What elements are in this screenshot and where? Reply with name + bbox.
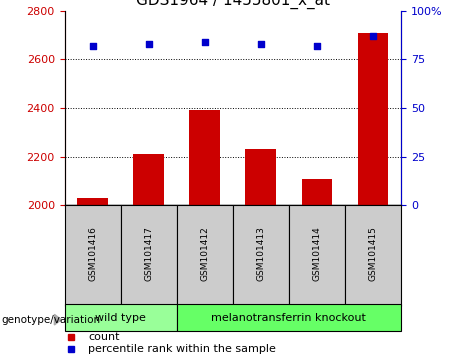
- Title: GDS1964 / 1455801_x_at: GDS1964 / 1455801_x_at: [136, 0, 330, 9]
- Bar: [177, 304, 401, 331]
- Text: GSM101416: GSM101416: [88, 226, 97, 281]
- Text: GSM101417: GSM101417: [144, 226, 153, 281]
- Bar: [358, 33, 389, 205]
- Bar: [301, 178, 332, 205]
- Bar: [289, 205, 345, 306]
- Polygon shape: [54, 314, 61, 325]
- Point: [257, 41, 265, 46]
- Text: percentile rank within the sample: percentile rank within the sample: [88, 344, 276, 354]
- Bar: [233, 205, 289, 306]
- Bar: [77, 198, 108, 205]
- Bar: [133, 154, 164, 205]
- Text: wild type: wild type: [95, 313, 146, 323]
- Bar: [189, 110, 220, 205]
- Bar: [345, 205, 401, 306]
- Point: [201, 39, 208, 45]
- Bar: [245, 149, 276, 205]
- Text: GSM101414: GSM101414: [313, 226, 321, 281]
- Text: count: count: [88, 332, 119, 342]
- Text: GSM101415: GSM101415: [368, 226, 378, 281]
- Point: [313, 43, 321, 48]
- Text: genotype/variation: genotype/variation: [1, 315, 100, 325]
- Point: [369, 33, 377, 39]
- Text: GSM101413: GSM101413: [256, 226, 266, 281]
- Bar: [121, 205, 177, 306]
- Point: [145, 41, 152, 46]
- Bar: [65, 205, 121, 306]
- Bar: [65, 304, 177, 331]
- Text: melanotransferrin knockout: melanotransferrin knockout: [212, 313, 366, 323]
- Point: [89, 43, 96, 48]
- Text: GSM101412: GSM101412: [200, 226, 209, 281]
- Bar: [177, 205, 233, 306]
